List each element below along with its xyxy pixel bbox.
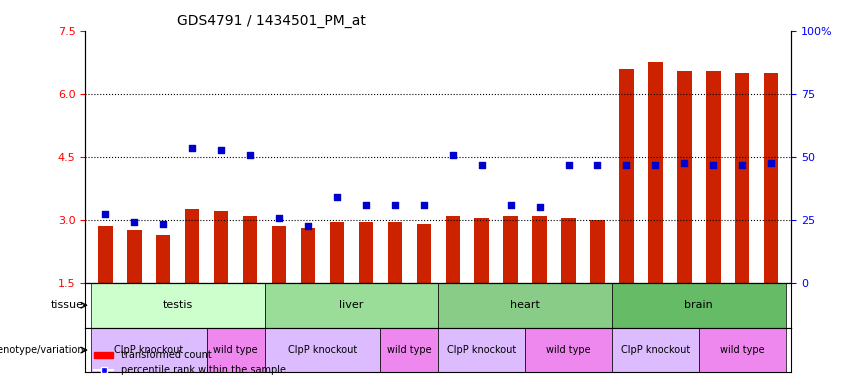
Text: ClpP knockout: ClpP knockout — [620, 345, 690, 355]
Point — [243, 152, 257, 158]
Point — [157, 221, 170, 227]
FancyBboxPatch shape — [438, 328, 525, 372]
FancyBboxPatch shape — [91, 283, 265, 328]
Point — [706, 162, 720, 168]
Point — [475, 162, 488, 168]
Point — [504, 202, 517, 208]
Point — [417, 202, 431, 208]
Point — [214, 147, 228, 154]
Bar — [243, 215, 257, 283]
Text: ClpP knockout: ClpP knockout — [288, 345, 357, 355]
Point — [330, 194, 344, 200]
Bar — [475, 218, 489, 283]
Point — [677, 160, 691, 166]
FancyBboxPatch shape — [91, 328, 207, 372]
Text: wild type: wild type — [720, 345, 764, 355]
Bar — [735, 73, 750, 283]
Point — [128, 219, 141, 225]
Point — [764, 160, 778, 166]
FancyBboxPatch shape — [525, 328, 612, 372]
FancyBboxPatch shape — [207, 328, 265, 372]
Bar — [358, 222, 373, 283]
Text: testis: testis — [163, 300, 193, 310]
Bar — [706, 71, 721, 283]
Bar — [329, 222, 344, 283]
Point — [272, 215, 286, 221]
Bar — [185, 209, 199, 283]
FancyBboxPatch shape — [438, 283, 612, 328]
Bar — [416, 224, 431, 283]
FancyBboxPatch shape — [380, 328, 438, 372]
Text: ClpP knockout: ClpP knockout — [447, 345, 517, 355]
Point — [591, 162, 604, 168]
Text: ClpP knockout: ClpP knockout — [114, 345, 184, 355]
Bar — [648, 62, 663, 283]
Bar — [387, 222, 402, 283]
Text: heart: heart — [510, 300, 540, 310]
Bar — [533, 215, 547, 283]
Bar — [677, 71, 692, 283]
Legend: transformed count, percentile rank within the sample: transformed count, percentile rank withi… — [90, 346, 290, 379]
FancyBboxPatch shape — [265, 328, 380, 372]
Text: GDS4791 / 1434501_PM_at: GDS4791 / 1434501_PM_at — [177, 14, 366, 28]
Bar — [591, 220, 605, 283]
Text: liver: liver — [340, 300, 363, 310]
Point — [562, 162, 575, 168]
Point — [446, 152, 460, 158]
Point — [301, 223, 315, 229]
FancyBboxPatch shape — [612, 283, 785, 328]
Bar — [620, 68, 634, 283]
Point — [359, 202, 373, 208]
Point — [648, 162, 662, 168]
Bar — [98, 226, 112, 283]
Bar — [127, 230, 141, 283]
FancyBboxPatch shape — [699, 328, 785, 372]
Text: wild type: wild type — [214, 345, 258, 355]
Text: brain: brain — [684, 300, 713, 310]
FancyBboxPatch shape — [612, 328, 699, 372]
Text: genotype/variation: genotype/variation — [0, 345, 83, 355]
Bar — [446, 215, 460, 283]
Point — [99, 210, 112, 217]
FancyBboxPatch shape — [265, 283, 438, 328]
Bar — [504, 215, 518, 283]
Text: wild type: wild type — [546, 345, 591, 355]
Bar — [562, 218, 576, 283]
Bar — [764, 73, 779, 283]
Text: wild type: wild type — [387, 345, 431, 355]
Point — [735, 162, 749, 168]
Bar — [214, 212, 228, 283]
Point — [186, 145, 199, 151]
Bar — [271, 226, 286, 283]
Point — [620, 162, 633, 168]
Bar — [156, 235, 170, 283]
Point — [388, 202, 402, 208]
Bar — [300, 228, 315, 283]
Text: tissue: tissue — [51, 300, 83, 310]
Point — [533, 204, 546, 210]
